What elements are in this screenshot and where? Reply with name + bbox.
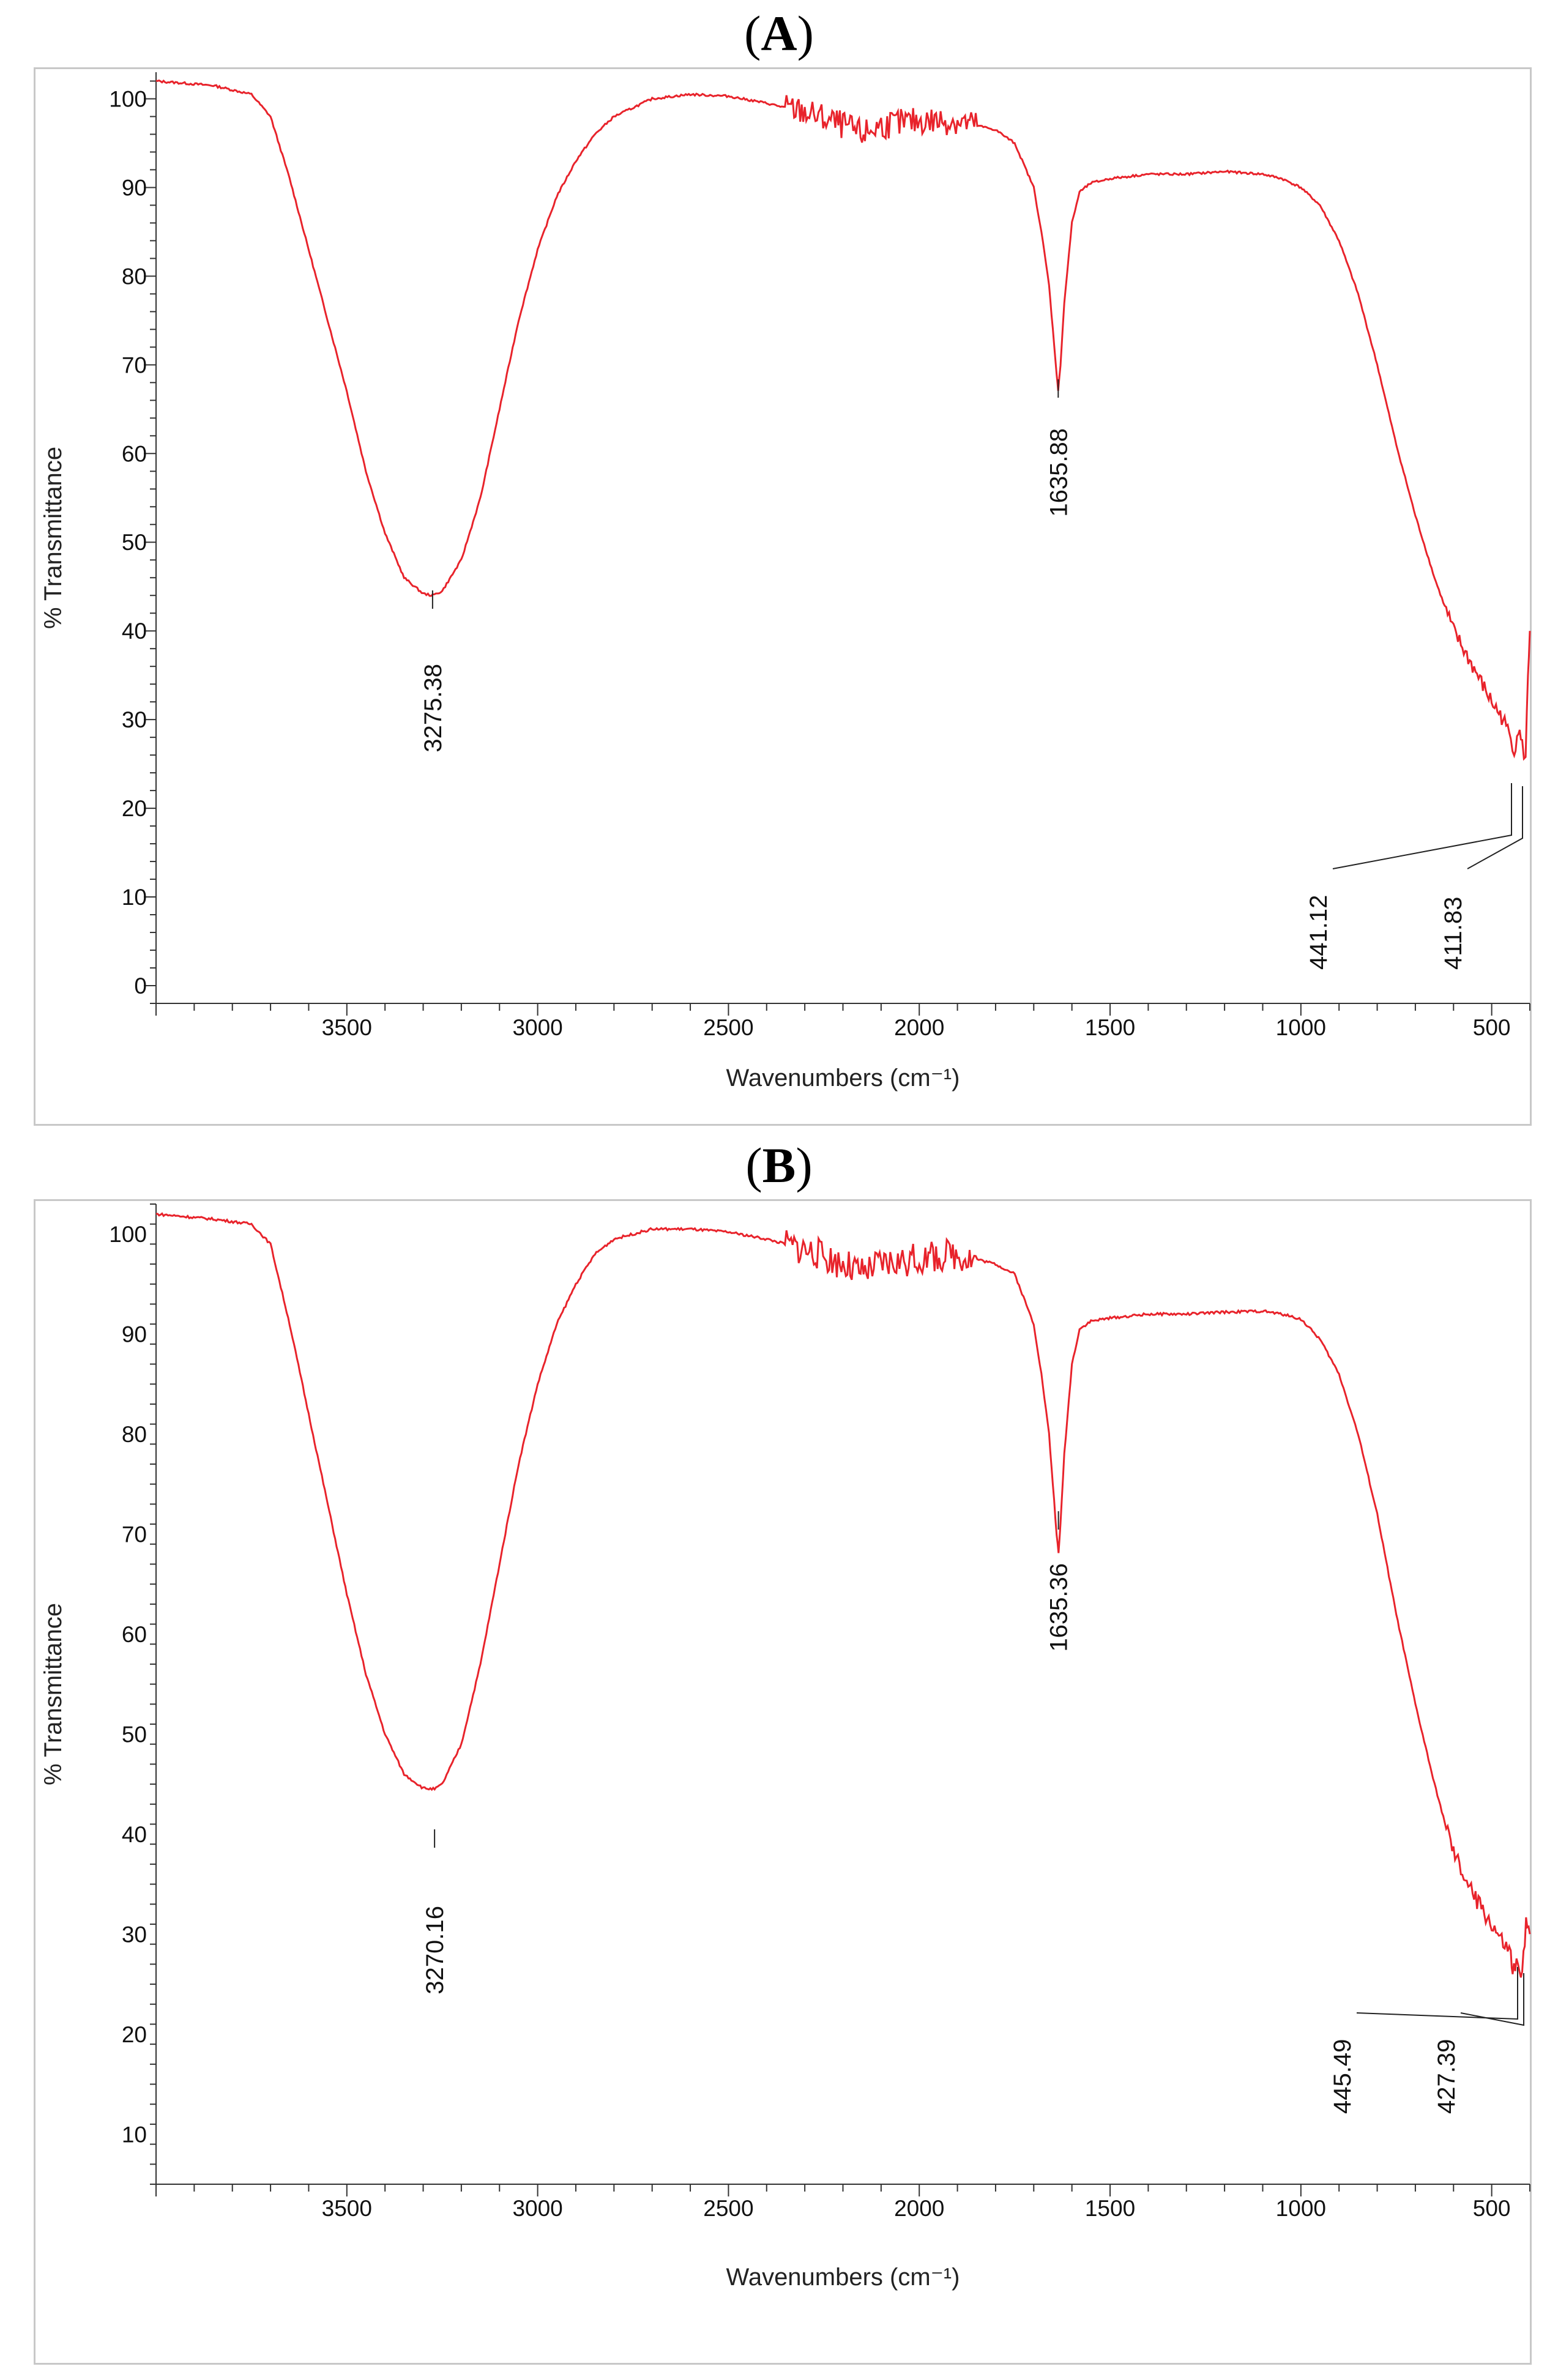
peak-label: 3270.16	[422, 1906, 449, 1995]
peak-leader-line	[1356, 1967, 1518, 2020]
peak-label: 3275.38	[420, 664, 447, 753]
y-tick-label: 60	[122, 441, 147, 466]
y-tick-label: 100	[109, 1222, 147, 1247]
y-tick-label: 20	[122, 796, 147, 821]
x-axis-label: Wavenumbers (cm⁻¹)	[726, 1065, 960, 1091]
peak-leader-line	[1332, 783, 1512, 869]
ir-spectrum-chart-a: 0 10 20 30 40 50 60 70 80 90 100 3500 3000 2500 2000 15…	[40, 72, 1531, 1091]
peak-label: 1635.36	[1046, 1563, 1073, 1652]
peak-label: 445.49	[1329, 2039, 1356, 2114]
y-tick-label: 60	[122, 1622, 147, 1647]
y-tick-label: 30	[122, 1922, 147, 1947]
y-axis-label: % Transmittance	[40, 1603, 67, 1785]
y-tick-label: 10	[122, 2122, 147, 2147]
peak-leader-line	[1460, 1973, 1524, 2026]
y-tick-label: 90	[122, 175, 147, 200]
y-tick-label: 40	[122, 1822, 147, 1847]
x-tick-label: 3000	[512, 1015, 562, 1040]
panel-b-title: (B)	[745, 1137, 813, 1193]
y-tick-label: 80	[122, 1422, 147, 1447]
x-tick-label: 2000	[894, 2196, 944, 2221]
y-tick-label: 50	[122, 1722, 147, 1747]
x-tick-label: 3500	[322, 2196, 372, 2221]
x-tick-label: 3500	[322, 1015, 372, 1040]
x-tick-label: 1500	[1085, 2196, 1135, 2221]
x-tick-label: 2500	[703, 1015, 753, 1040]
x-tick-label: 2500	[703, 2196, 753, 2221]
y-tick-label: 40	[122, 619, 147, 644]
y-tick-label: 10	[122, 885, 147, 910]
y-tick-label: 30	[122, 707, 147, 732]
peak-label: 1635.88	[1045, 428, 1072, 517]
x-tick-label: 500	[1473, 2196, 1511, 2221]
peak-label: 411.83	[1440, 897, 1467, 970]
y-tick-label: 70	[122, 1522, 147, 1547]
x-tick-label: 1000	[1276, 1015, 1326, 1040]
y-tick-label: 90	[122, 1322, 147, 1347]
peak-label: 427.39	[1433, 2039, 1460, 2114]
y-tick-label: 0	[134, 973, 147, 998]
x-tick-label: 500	[1473, 1015, 1511, 1040]
y-tick-label: 80	[122, 264, 147, 289]
x-tick-label: 1500	[1085, 1015, 1135, 1040]
peak-label: 441.12	[1305, 895, 1332, 970]
panel-b-frame	[34, 1199, 1532, 2365]
spectrum-line	[155, 1212, 1531, 1978]
x-tick-label: 3000	[512, 2196, 562, 2221]
x-axis-label: Wavenumbers (cm⁻¹)	[726, 2264, 960, 2291]
spectrum-line	[155, 79, 1531, 761]
x-tick-label: 1000	[1276, 2196, 1326, 2221]
panel-a-frame	[34, 67, 1532, 1126]
y-tick-label: 70	[122, 352, 147, 377]
y-tick-label: 50	[122, 530, 147, 555]
peak-leader-line	[1467, 786, 1523, 869]
y-tick-label: 100	[109, 86, 147, 111]
x-tick-label: 2000	[894, 1015, 944, 1040]
y-tick-label: 20	[122, 2022, 147, 2047]
panel-a-title: (A)	[744, 6, 814, 61]
y-axis-label: % Transmittance	[40, 447, 67, 629]
